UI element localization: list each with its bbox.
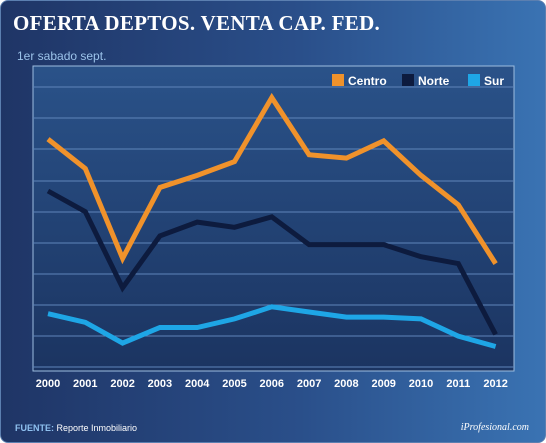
legend-swatch-sur [468,74,480,86]
brand-credit: iProfesional.com [460,422,529,433]
chart-subtitle: 1er sabado sept. [17,49,107,63]
series-line-centro [46,92,498,265]
legend-label-norte: Norte [418,74,450,88]
chart-title: OFERTA DEPTOS. VENTA CAP. FED. [13,11,381,35]
x-tick-label: 2003 [148,378,172,390]
x-tick-label: 2006 [260,378,284,390]
x-tick-label: 2010 [409,378,433,390]
x-tick-label: 2001 [73,378,97,390]
source-note: FUENTE: Reporte Inmobiliario [15,423,137,433]
source-text: Reporte Inmobiliario [56,423,138,433]
x-tick-label: 2008 [334,378,358,390]
x-tick-label: 2012 [483,378,507,390]
legend-label-centro: Centro [348,74,387,88]
x-tick-label: 2004 [185,378,210,390]
series-line-norte [46,188,498,336]
x-tick-label: 2005 [222,378,246,390]
series-line-sur [47,304,497,349]
source-label: FUENTE: [15,423,54,433]
x-tick-label: 2009 [371,378,395,390]
x-tick-label: 2000 [36,378,60,390]
x-tick-label: 2002 [110,378,134,390]
legend-swatch-centro [332,74,344,86]
legend-label-sur: Sur [484,74,504,88]
x-tick-label: 2007 [297,378,321,390]
x-axis-tick-labels: 2000 2001 2002 2003 2004 2005 2006 2007 2008 2009… [36,378,508,390]
series-lines [46,92,498,349]
legend-swatch-norte [402,74,414,86]
legend: Centro Norte Sur [332,74,504,88]
x-tick-label: 2011 [446,378,470,390]
